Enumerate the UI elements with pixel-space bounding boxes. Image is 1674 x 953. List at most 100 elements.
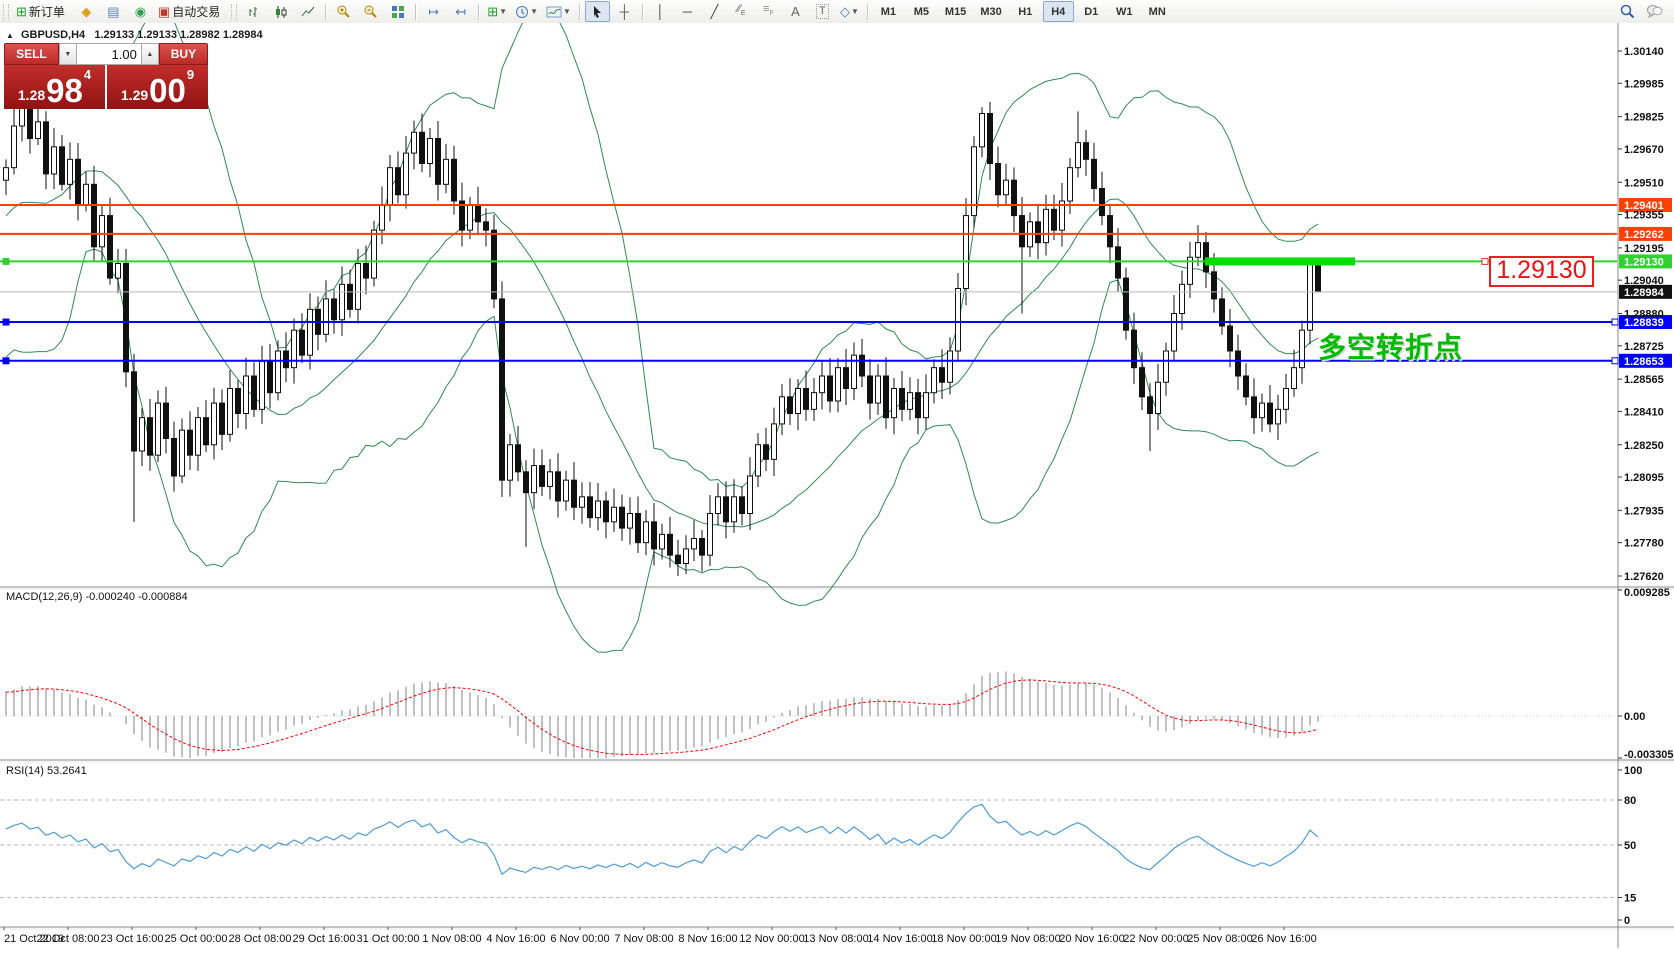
macd-tick-label: 0.009285: [1624, 587, 1670, 599]
volume-input[interactable]: [76, 43, 141, 65]
candle: [483, 221, 489, 231]
price-badge: [1619, 197, 1672, 212]
bollinger-upper-band: [5, 6, 1319, 488]
toolbar-separator: [641, 3, 643, 20]
zoom-in-button[interactable]: [331, 1, 356, 22]
candle: [899, 388, 905, 410]
toolbar-separator: [415, 3, 417, 20]
text-label-button[interactable]: T: [810, 1, 835, 22]
candle: [1227, 325, 1233, 352]
price-badge-label: 1.28653: [1624, 356, 1664, 368]
price-tick-label: 1.27935: [1624, 505, 1664, 517]
tab-timeframe-h4[interactable]: H4: [1042, 1, 1074, 22]
autotrade-button[interactable]: ▣ 自动交易: [155, 1, 227, 22]
volume-decrease-button[interactable]: ▼: [58, 43, 77, 65]
navigator-icon: ◉: [134, 4, 147, 19]
bar-chart-mode-button[interactable]: [241, 1, 266, 22]
candle: [291, 329, 297, 369]
zoom-in-icon: [337, 5, 350, 18]
community-button[interactable]: [1642, 1, 1667, 22]
time-label: 21 Oct 2019: [4, 933, 64, 945]
candle: [275, 350, 281, 394]
hline-button[interactable]: ─: [675, 1, 700, 22]
candle: [1219, 298, 1225, 327]
tab-timeframe-d1[interactable]: D1: [1084, 5, 1099, 18]
line-anchor-marker: [1611, 318, 1619, 326]
candle: [1195, 242, 1201, 258]
sell-button[interactable]: SELL: [4, 43, 59, 65]
indicators-button[interactable]: ▼: [543, 1, 574, 22]
time-label: 22 Oct 08:00: [37, 933, 100, 945]
candle: [1275, 408, 1281, 425]
price-tick-label: 1.28410: [1624, 406, 1664, 418]
price-badge: [1619, 254, 1672, 269]
candle: [611, 506, 617, 523]
candle: [1091, 158, 1097, 189]
volume-increase-button[interactable]: ▲: [140, 43, 159, 65]
candle: [1187, 256, 1193, 285]
candle: [403, 152, 409, 196]
crosshair-button[interactable]: ┼: [612, 1, 637, 22]
tab-timeframe-m5[interactable]: M5: [913, 5, 930, 18]
candle: [563, 479, 569, 502]
trendline-button[interactable]: ╱: [702, 1, 727, 22]
zoom-out-button[interactable]: [358, 1, 383, 22]
candlestick-mode-button[interactable]: [268, 1, 293, 22]
candle: [1283, 388, 1289, 410]
candle: [771, 423, 777, 460]
shapes-button[interactable]: ◇ ▼: [837, 1, 862, 22]
candle: [99, 215, 105, 248]
tab-timeframe-h1[interactable]: H1: [1018, 5, 1033, 18]
tab-timeframe-w1[interactable]: W1: [1115, 5, 1133, 18]
price-tick-label: 1.29195: [1624, 243, 1664, 255]
new-order-icon: ⊞: [16, 4, 27, 19]
text-button[interactable]: A: [783, 1, 808, 22]
tile-windows-button[interactable]: [385, 1, 410, 22]
chart-shift-button[interactable]: ↤: [448, 1, 473, 22]
candle: [91, 183, 97, 248]
candle: [1051, 208, 1057, 231]
fibonacci-button[interactable]: ≡F: [756, 1, 781, 22]
toolbar-separator: [866, 3, 868, 20]
collapse-triangle-icon[interactable]: ▲: [6, 31, 14, 40]
vline-button[interactable]: │: [648, 1, 673, 22]
tab-timeframe-mn[interactable]: MN: [1148, 5, 1166, 18]
tab-timeframe-m1[interactable]: M1: [880, 5, 897, 18]
time-label: 12 Nov 00:00: [739, 933, 804, 945]
tab-timeframe-m30[interactable]: M30: [980, 5, 1002, 18]
candles-group: [3, 85, 1321, 576]
candle: [1251, 396, 1257, 419]
search-button[interactable]: [1615, 1, 1640, 22]
candle: [1179, 283, 1185, 315]
navigator-button[interactable]: ◉: [128, 1, 153, 22]
auto-scroll-button[interactable]: ↦: [421, 1, 446, 22]
buy-button[interactable]: BUY: [158, 43, 208, 65]
line-chart-mode-button[interactable]: [295, 1, 320, 22]
tab-timeframe-m15[interactable]: M15: [944, 5, 967, 18]
candle: [811, 392, 817, 410]
channel-button[interactable]: ⁄⁄E: [729, 1, 754, 22]
time-label: 13 Nov 08:00: [803, 933, 868, 945]
candle: [243, 375, 249, 414]
price-tick-label: 1.29670: [1624, 144, 1664, 156]
toolbar: ⊞ 新订单 ◆ ▤ ◉ ▣ 自动交易 ↦ ↤ ⊞ ▼ ▼ ▼ ┼ │: [0, 0, 1674, 24]
chart-canvas[interactable]: 1.29401 1.29262 1.29130 1.28984 1.28839 1.286…: [0, 6, 1674, 953]
rsi-label: RSI(14) 53.2641: [6, 765, 87, 777]
data-window-button[interactable]: ▤: [101, 1, 126, 22]
candle: [571, 479, 577, 508]
candle: [339, 283, 345, 321]
candle: [715, 496, 721, 515]
rsi-tick-label: 80: [1624, 795, 1636, 807]
new-chart-button[interactable]: ⊞ ▼: [484, 1, 510, 22]
candle: [803, 388, 809, 410]
candle: [1139, 367, 1145, 398]
trendline-icon: ╱: [710, 4, 719, 19]
market-watch-button[interactable]: ◆: [74, 1, 99, 22]
new-order-button[interactable]: ⊞ 新订单: [13, 1, 72, 22]
candle: [1123, 277, 1129, 331]
cursor-button[interactable]: [584, 1, 610, 22]
buy-price-display[interactable]: 1.29 00 9: [107, 65, 208, 109]
profiles-button[interactable]: ▼: [512, 1, 541, 22]
sell-price-display[interactable]: 1.28 98 4: [4, 65, 105, 109]
candle: [1203, 242, 1209, 273]
